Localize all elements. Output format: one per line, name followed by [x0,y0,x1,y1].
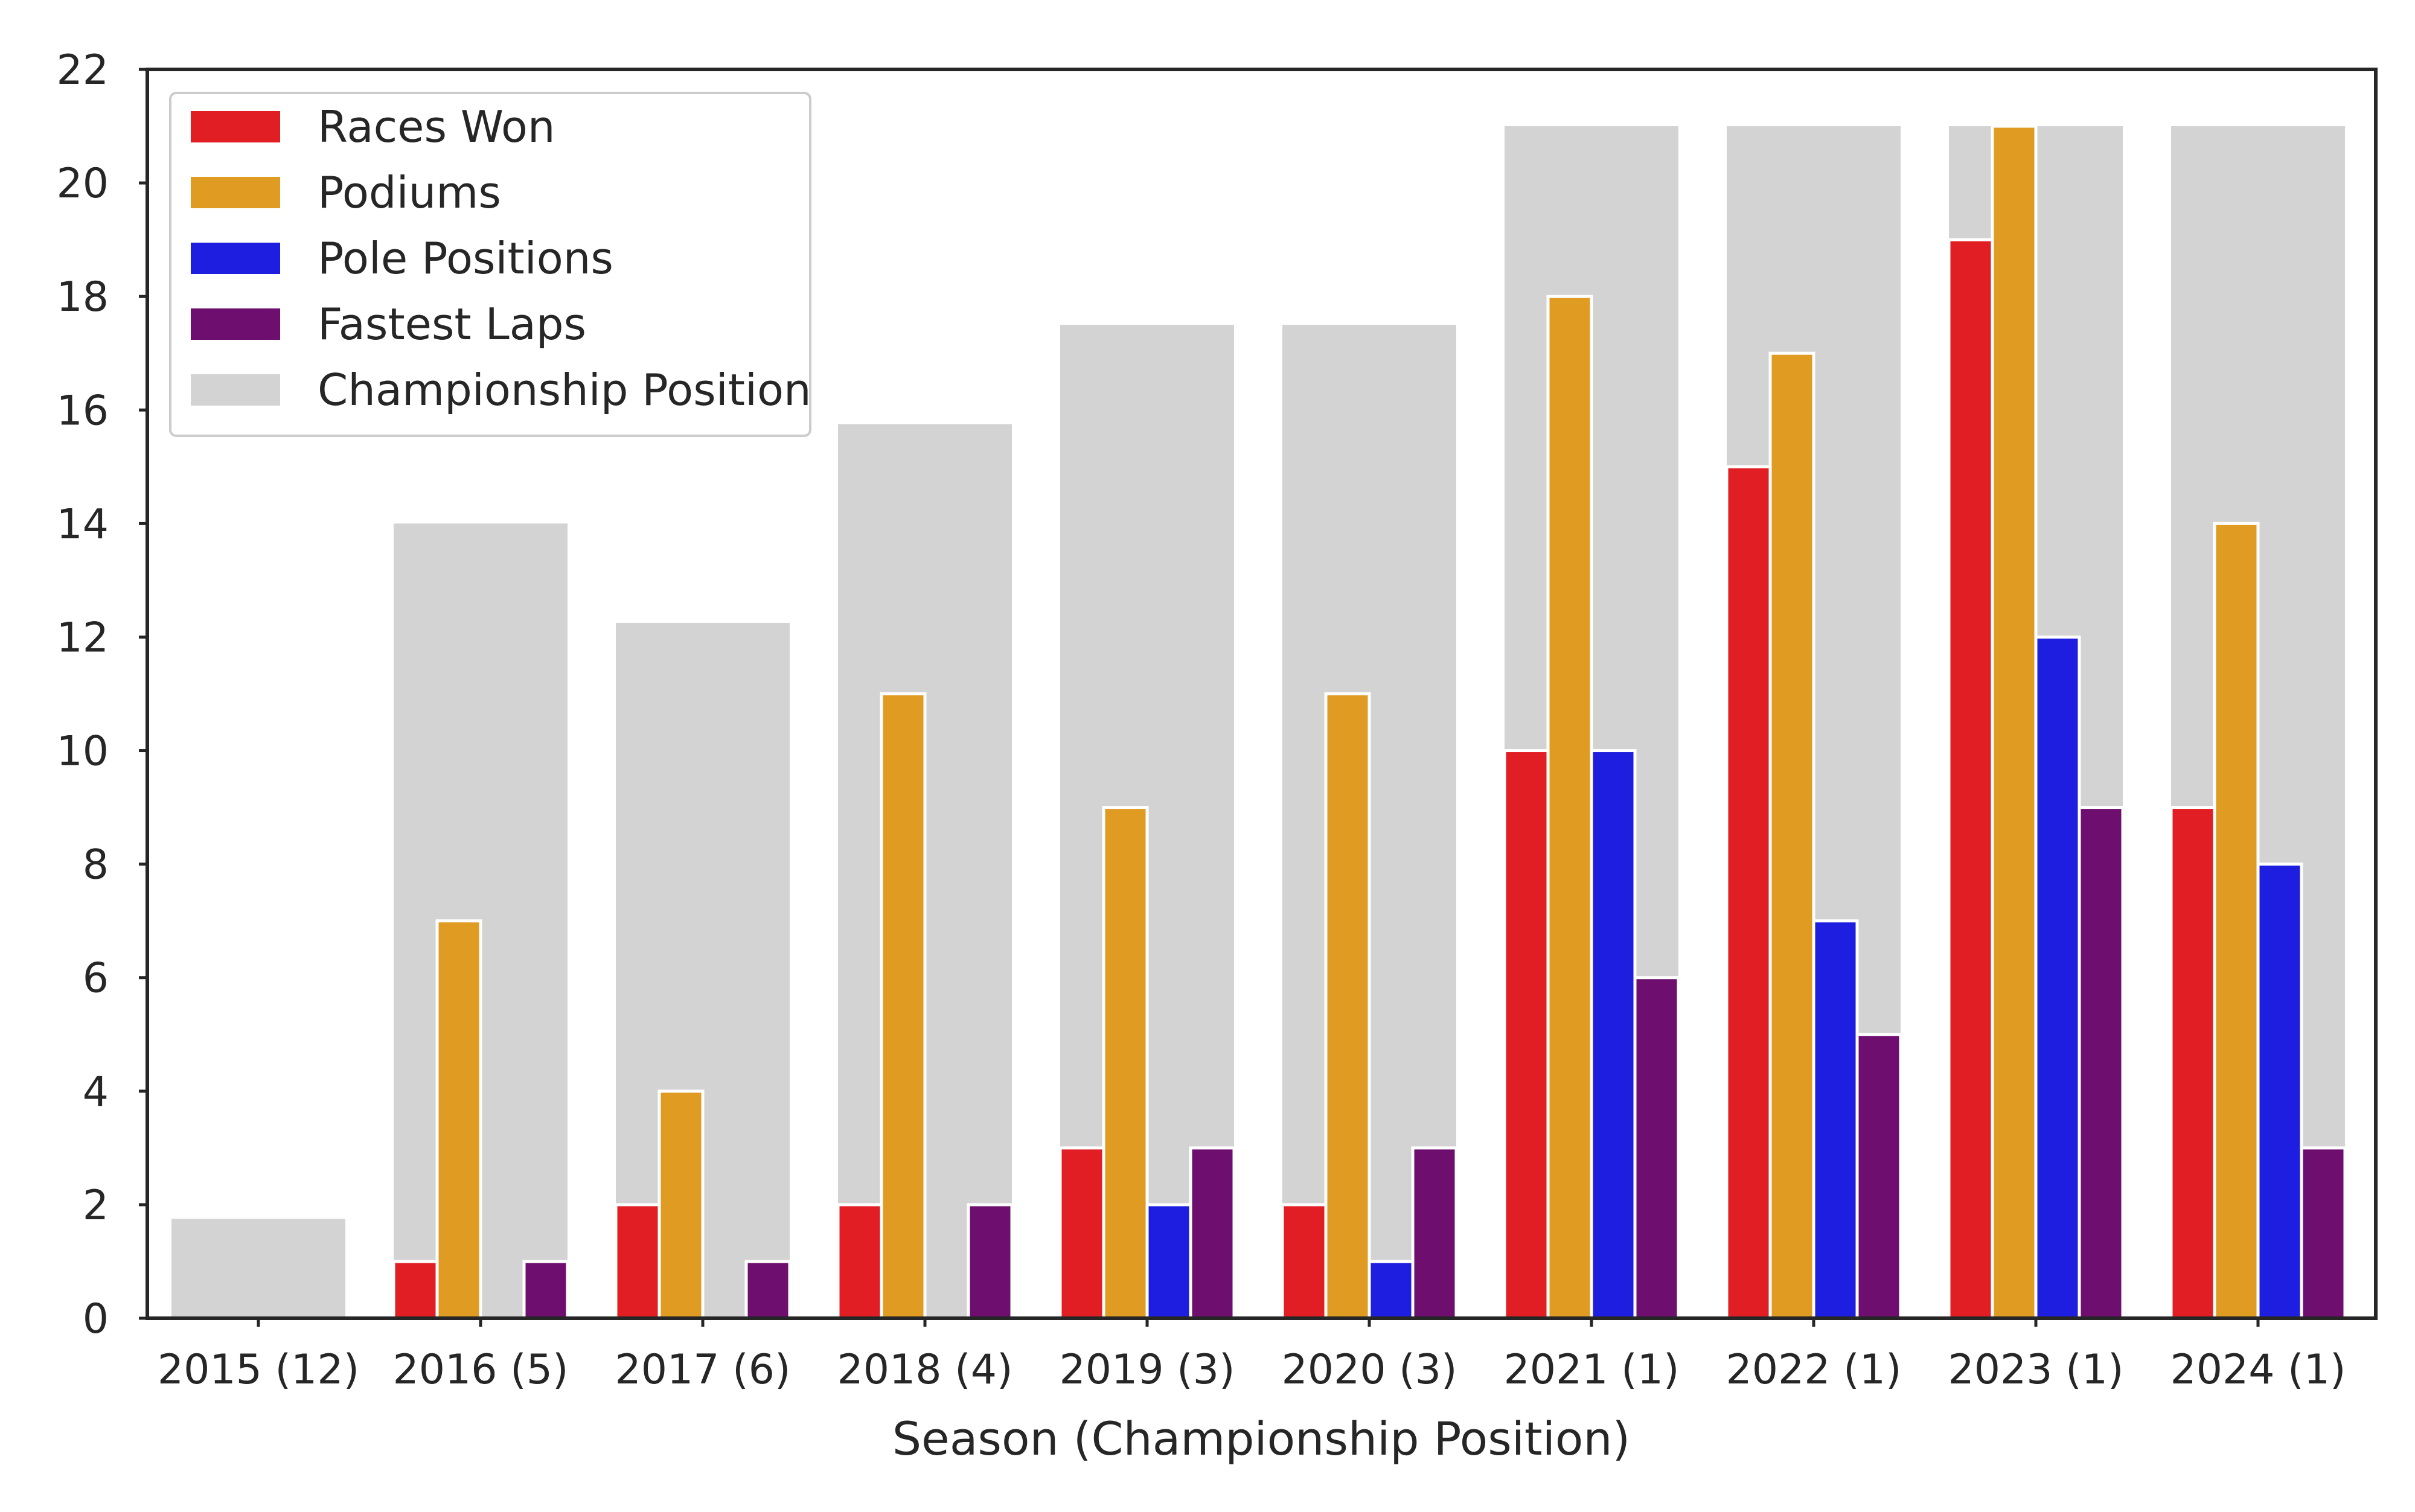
plot-frame [146,68,2378,1320]
legend-swatch-fastest-laps [191,308,280,340]
y-axis: 0 2 4 6 8 10 12 14 16 18 20 22 [56,46,147,1343]
pole-positions-bar-2021-1 [1590,749,1637,1320]
x-tick-label: 2020 (3) [1282,1346,1457,1394]
races-won-bar-2017-6 [614,1203,661,1320]
x-tick-label: 2017 (6) [615,1346,791,1394]
pole-positions-bar-2022-1 [1812,919,1859,1320]
x-tick-label: 2022 (1) [1726,1346,1902,1394]
legend-frame [169,92,811,437]
podiums-bar-2024-1 [2213,522,2260,1320]
legend-label-pole-positions: Pole Positions [318,233,613,284]
y-tick-label: 8 [83,841,109,889]
podiums-bar-2019-3 [1102,806,1149,1320]
x-axis-title: Season (Championship Position) [892,1412,1630,1466]
legend: Races Won Podiums Pole Positions Fastest La… [169,92,811,437]
podiums-bar-2022-1 [1768,351,1815,1320]
pole-positions-bar-2024-1 [2256,863,2303,1320]
y-tick-label: 2 [83,1182,109,1230]
podiums-bar-2018-4 [880,692,927,1320]
races-won-bar-2022-1 [1725,465,1772,1320]
races-won-bar-2024-1 [2169,806,2216,1320]
fastest-laps-bar-2021-1 [1633,976,1680,1320]
podiums-bar-2017-6 [657,1089,705,1320]
fastest-laps-bar-2019-3 [1189,1146,1236,1320]
y-tick-label: 22 [56,46,109,94]
pole-positions-bar-2023-1 [2034,635,2081,1320]
races-won-bar-2021-1 [1503,749,1550,1320]
y-tick-label: 10 [56,728,109,776]
fastest-laps-bar-2022-1 [1855,1033,1902,1320]
legend-label-fastest-laps: Fastest Laps [318,299,586,349]
pole-positions-bar-2019-3 [1145,1203,1192,1320]
races-won-bar-2020-3 [1281,1203,1328,1320]
x-tick-label: 2019 (3) [1060,1346,1235,1394]
fastest-laps-bar-2020-3 [1411,1146,1458,1320]
y-tick-label: 18 [56,273,109,321]
fastest-laps-bar-2017-6 [744,1260,792,1320]
y-tick-label: 16 [56,387,109,435]
x-tick-label: 2021 (1) [1504,1346,1680,1394]
fastest-laps-bar-2018-4 [967,1203,1014,1320]
x-tick-label: 2024 (1) [2170,1346,2346,1394]
podiums-bar-2016-5 [435,919,482,1320]
legend-swatch-championship-position [191,374,280,406]
legend-swatch-races-won [191,111,280,142]
legend-label-podiums: Podiums [318,167,501,218]
legend-swatch-pole-positions [191,243,280,274]
fastest-laps-bar-2024-1 [2300,1146,2347,1320]
x-tick-label: 2023 (1) [1948,1346,2124,1394]
championship-position-bar-2015-12 [171,1219,345,1318]
x-tick-label: 2018 (4) [837,1346,1013,1394]
races-won-bar-2018-4 [836,1203,883,1320]
podiums-bar-2023-1 [1991,124,2038,1320]
races-won-bar-2016-5 [392,1260,439,1320]
y-tick-label: 6 [83,955,109,1003]
series-bars [392,124,2347,1320]
legend-swatch-podiums [191,177,280,208]
legend-label-races-won: Races Won [318,101,555,152]
podiums-bar-2021-1 [1546,295,1593,1320]
y-tick-label: 12 [56,614,109,662]
legend-label-championship-position: Championship Position [318,365,811,415]
fastest-laps-bar-2023-1 [2078,806,2125,1320]
podiums-bar-2020-3 [1324,692,1371,1320]
pole-positions-bar-2020-3 [1367,1260,1415,1320]
y-tick-label: 14 [56,500,109,548]
races-won-bar-2023-1 [1947,238,1994,1320]
y-tick-label: 0 [83,1295,109,1343]
x-axis: 2015 (12) 2016 (5) 2017 (6) 2018 (4) 2019 (3… [158,1318,2346,1394]
x-tick-label: 2016 (5) [393,1346,569,1394]
races-won-bar-2019-3 [1058,1146,1105,1320]
y-tick-label: 4 [83,1068,109,1116]
fastest-laps-bar-2016-5 [522,1260,569,1320]
x-tick-label: 2015 (12) [158,1346,359,1394]
y-tick-label: 20 [56,160,109,208]
